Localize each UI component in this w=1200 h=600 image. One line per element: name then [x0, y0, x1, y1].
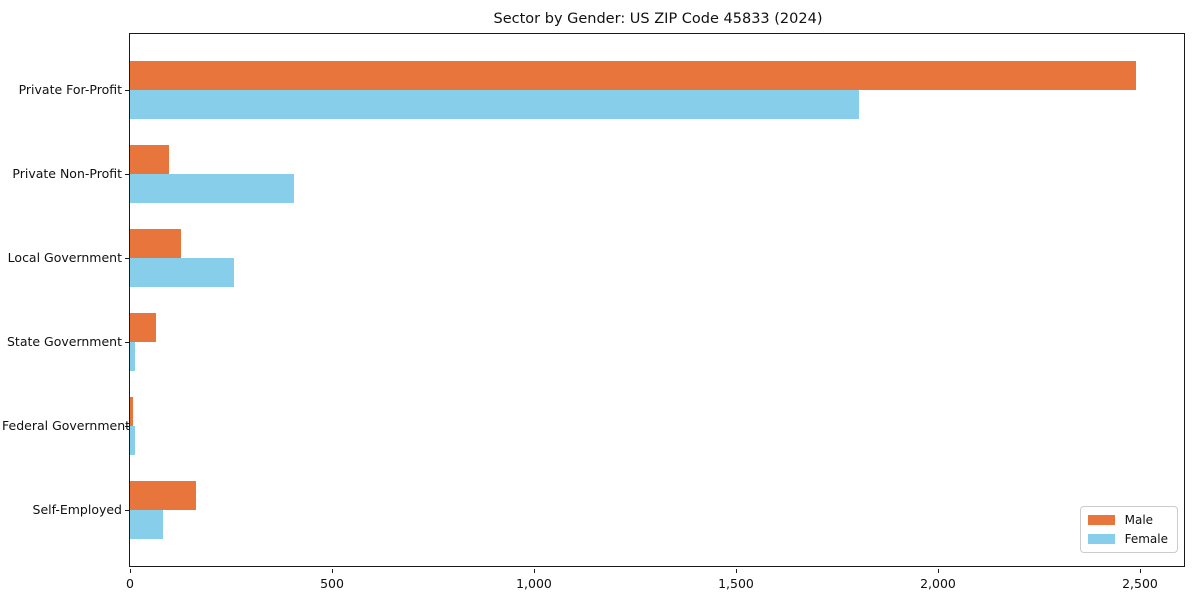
x-axis-label: 1,000 [516, 576, 552, 591]
bar-male-2 [130, 228, 181, 258]
y-tick-mark [125, 89, 129, 91]
y-tick-mark [125, 173, 129, 175]
x-tick-mark [1140, 569, 1141, 573]
bar-male-3 [130, 312, 156, 342]
x-axis-label: 0 [126, 576, 134, 591]
bar-male-1 [130, 144, 169, 174]
x-axis-label: 2,000 [920, 576, 956, 591]
x-tick-mark [332, 569, 333, 573]
y-axis-label: Local Government [7, 249, 122, 265]
y-axis-label: Federal Government [2, 417, 131, 433]
legend-row-male: Male [1087, 513, 1168, 527]
female-swatch-icon [1087, 534, 1115, 544]
male-swatch-icon [1087, 515, 1115, 525]
y-axis-label: Self-Employed [32, 501, 122, 517]
chart-title: Sector by Gender: US ZIP Code 45833 (202… [493, 11, 823, 27]
bar-male-4 [130, 396, 133, 426]
x-tick-mark [736, 569, 737, 573]
legend: Male Female [1079, 506, 1178, 553]
bar-female-2 [130, 257, 234, 287]
bar-female-1 [130, 173, 294, 203]
y-tick-mark [125, 341, 129, 343]
plot-area: Male Female Private For-Profit Private No… [2, 33, 1185, 591]
bar-female-4 [130, 425, 135, 455]
y-tick-mark [125, 509, 129, 511]
y-axis-label: Private Non-Profit [12, 165, 122, 181]
bar-male-0 [130, 60, 1136, 90]
legend-row-female: Female [1087, 532, 1168, 546]
x-tick-mark [130, 569, 131, 573]
y-axis-label: State Government [6, 333, 122, 349]
bar-female-3 [130, 341, 135, 371]
y-tick-mark [125, 257, 129, 259]
x-axis-label: 2,500 [1122, 576, 1158, 591]
x-tick-mark [534, 569, 535, 573]
legend-label-male: Male [1124, 513, 1154, 527]
y-tick-mark [125, 425, 129, 427]
legend-label-female: Female [1124, 532, 1168, 546]
bar-male-5 [130, 480, 196, 510]
x-axis-label: 1,500 [718, 576, 754, 591]
x-tick-mark [938, 569, 939, 573]
x-axis-label: 500 [320, 576, 344, 591]
bar-female-5 [130, 509, 163, 539]
bar-female-0 [130, 89, 859, 119]
y-axis-label: Private For-Profit [18, 81, 122, 97]
